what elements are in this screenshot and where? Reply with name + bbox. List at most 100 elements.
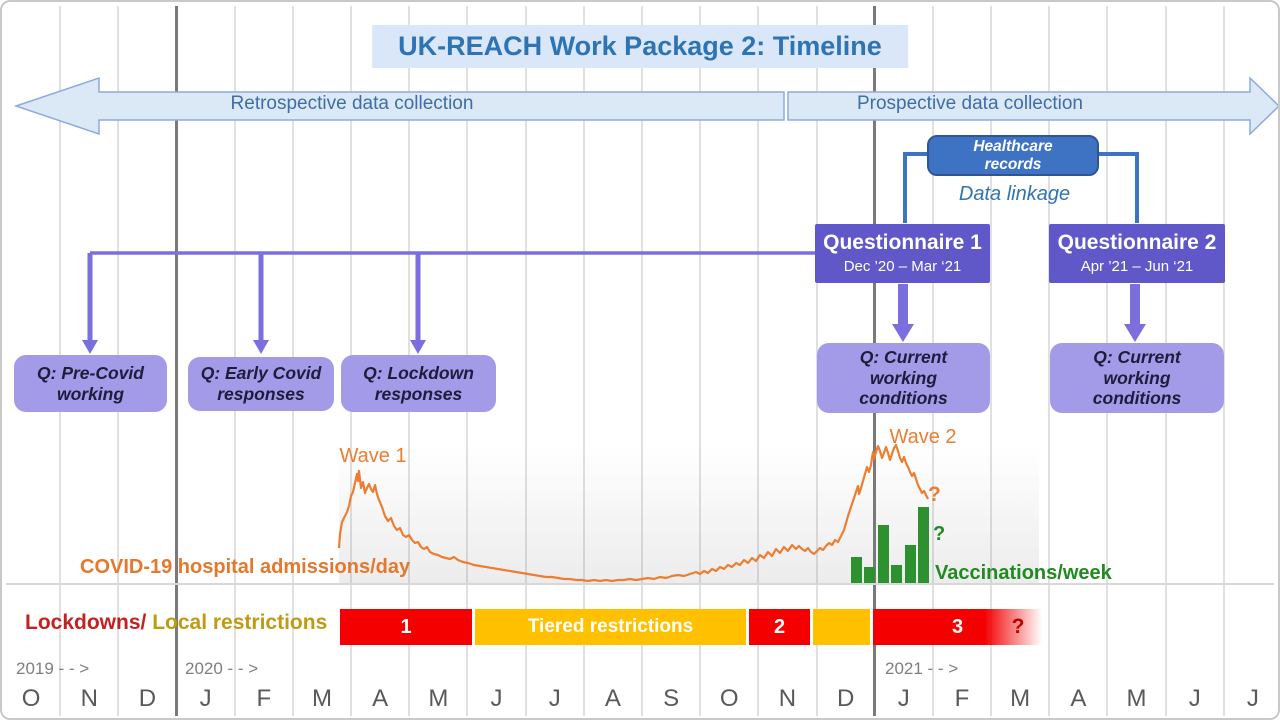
grid-line [990, 6, 993, 716]
questionnaire-arrow-head [892, 324, 914, 342]
question-box-line: working [1103, 367, 1171, 388]
question-box-line: conditions [859, 388, 948, 409]
lockdown-segment: 1 [340, 609, 472, 645]
month-label: J [1188, 685, 1201, 712]
questionnaire-1-dates: Dec ’20 – Mar ‘21 [843, 257, 962, 275]
month-label: J [548, 685, 561, 712]
question-box: Q: Lockdown responses [341, 355, 496, 412]
tiered-restrictions-segment: Tiered restrictions [475, 609, 746, 645]
lockdown-segment-label: 3 [951, 615, 964, 638]
lockdowns-row-label: Lockdowns/ Local restrictions [25, 611, 327, 635]
year-label: 2020 - - > [185, 659, 259, 678]
question-box-line: working [869, 367, 938, 388]
month-label: O [21, 685, 41, 712]
year-label: 2021 - - > [885, 659, 959, 678]
data-linkage-label: Data linkage [958, 183, 1071, 205]
questionnaire-1-box: Questionnaire 1 Dec ’20 – Mar ‘21 [815, 224, 990, 283]
grid-line [815, 6, 818, 716]
question-box: Q: Pre-Covid working [14, 355, 167, 412]
linkage-connector-left [903, 152, 927, 223]
question-box-line: responses [217, 384, 305, 404]
lockdown-segment: 2 [749, 609, 810, 645]
vaccinations-unknown-mark: ? [933, 523, 946, 545]
question-box-line: Q: Pre-Covid [37, 362, 144, 383]
question-box-line: Q: Current [1093, 347, 1181, 368]
month-label: J [1246, 685, 1259, 712]
lockdown-segment: 3 [873, 609, 1042, 645]
vaccination-bar [905, 545, 916, 583]
month-label: N [778, 685, 797, 712]
grid-line [582, 6, 585, 716]
healthcare-records-box: Healthcare records [927, 135, 1099, 176]
question-arrow-head [410, 340, 426, 354]
grid-line [1048, 6, 1051, 716]
vaccination-bar [851, 557, 862, 583]
question-box-line: Q: Lockdown [363, 362, 474, 383]
month-label: D [836, 685, 855, 712]
grid-line [641, 6, 643, 716]
month-label: D [138, 685, 157, 712]
tiered-restrictions-segment [813, 609, 870, 645]
question-box-line: working [56, 383, 125, 404]
month-label: M [311, 685, 332, 712]
grid-line [699, 6, 702, 716]
prospective-arrow-label: Prospective data collection [856, 93, 1083, 114]
wave-1-label: Wave 1 [339, 445, 407, 467]
month-label: M [428, 685, 449, 712]
grid-line [757, 6, 760, 716]
admissions-series-label: COVID-19 hospital admissions/day [80, 556, 411, 578]
question-box-line: conditions [1092, 388, 1182, 409]
month-label: J [199, 685, 212, 712]
vaccination-bar [878, 525, 889, 583]
lockdown-segment-label: Tiered restrictions [527, 616, 694, 637]
healthcare-records-line2: records [984, 155, 1042, 173]
question-box-line: responses [374, 383, 463, 404]
month-label: S [663, 685, 680, 712]
linkage-connector-right [1099, 152, 1139, 223]
month-label: F [256, 685, 272, 712]
vaccination-bar [864, 567, 875, 583]
retrospective-arrow-label: Retrospective data collection [230, 93, 474, 114]
question-arrow-head [253, 340, 269, 354]
question-box: Q: Early Covid responses [188, 357, 334, 411]
questionnaire-1-title: Questionnaire 1 [823, 231, 982, 255]
month-label: A [1070, 685, 1087, 712]
admissions-curve [337, 443, 929, 583]
questionnaire-2-title: Questionnaire 2 [1057, 231, 1217, 255]
vaccinations-series-label: Vaccinations/week [935, 562, 1112, 584]
page-title: UK-REACH Work Package 2: Timeline [372, 25, 908, 68]
vaccination-bar [891, 565, 902, 583]
questionnaire-arrow-head [1124, 324, 1146, 342]
lockdown-segment-label: 2 [773, 615, 786, 638]
month-label: O [719, 685, 739, 712]
vaccination-bar [918, 507, 929, 583]
month-label: J [897, 685, 910, 712]
questionnaire-2-box: Questionnaire 2 Apr ’21 – Jun ‘21 [1049, 224, 1225, 283]
healthcare-records-line1: Healthcare [973, 137, 1053, 155]
year-label: 2019 - - > [16, 659, 90, 678]
wave-2-label: Wave 2 [889, 426, 957, 448]
month-label: J [490, 685, 503, 712]
month-label: F [954, 685, 970, 712]
year-divider-line [175, 6, 179, 716]
lockdowns-label-gold: Local restrictions [146, 611, 328, 634]
admissions-unknown-mark: ? [928, 483, 941, 506]
lockdown-segment-label: 1 [400, 615, 412, 638]
chart-baseline [6, 583, 1274, 585]
month-label: A [372, 685, 389, 712]
month-label: A [604, 685, 621, 712]
prospective-arrow-shape [787, 76, 1278, 136]
question-arrow-head [82, 340, 98, 354]
grid-line [524, 6, 527, 716]
question-box-line: Q: Current [859, 347, 948, 368]
question-box: Q: Current working conditions [817, 343, 990, 413]
month-label: M [1010, 685, 1031, 712]
lockdown-unknown-mark: ? [1011, 615, 1025, 638]
questionnaire-2-dates: Apr ’21 – Jun ‘21 [1080, 257, 1194, 275]
question-box: Q: Current working conditions [1050, 343, 1224, 413]
question-box-line: Q: Early Covid [200, 363, 322, 384]
retrospective-arrow-shape [13, 76, 785, 136]
month-label: M [1126, 685, 1147, 712]
